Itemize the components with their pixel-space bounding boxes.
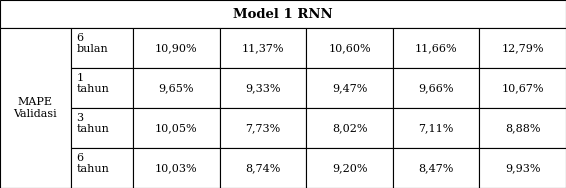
Text: 10,05%: 10,05%: [155, 123, 198, 133]
Bar: [306, 148, 393, 188]
Bar: [133, 148, 220, 188]
Bar: [306, 68, 393, 108]
Text: 7,11%: 7,11%: [418, 123, 454, 133]
Text: MAPE
Validasi: MAPE Validasi: [14, 97, 57, 119]
Bar: [479, 108, 566, 148]
Bar: [220, 68, 306, 108]
Bar: [133, 68, 220, 108]
Text: 9,20%: 9,20%: [332, 163, 367, 173]
Bar: [479, 28, 566, 68]
Text: 8,88%: 8,88%: [505, 123, 541, 133]
Bar: [306, 28, 393, 68]
Text: 6
bulan: 6 bulan: [76, 33, 108, 55]
Text: 6
tahun: 6 tahun: [76, 153, 109, 174]
Text: 9,93%: 9,93%: [505, 163, 541, 173]
Bar: [133, 108, 220, 148]
Bar: [479, 148, 566, 188]
Text: 12,79%: 12,79%: [501, 43, 544, 53]
Text: 7,73%: 7,73%: [245, 123, 281, 133]
Text: 1
tahun: 1 tahun: [76, 73, 109, 94]
Bar: [220, 148, 306, 188]
Bar: [0, 0, 566, 28]
Text: 9,47%: 9,47%: [332, 83, 367, 93]
Text: 11,37%: 11,37%: [242, 43, 284, 53]
Bar: [71, 148, 133, 188]
Bar: [306, 108, 393, 148]
Bar: [393, 108, 479, 148]
Text: Model 1 RNN: Model 1 RNN: [233, 8, 333, 21]
Bar: [220, 108, 306, 148]
Bar: [393, 68, 479, 108]
Text: 8,02%: 8,02%: [332, 123, 367, 133]
Text: 9,33%: 9,33%: [245, 83, 281, 93]
Bar: [71, 108, 133, 148]
Text: 10,03%: 10,03%: [155, 163, 198, 173]
Text: 11,66%: 11,66%: [415, 43, 457, 53]
Text: 10,60%: 10,60%: [328, 43, 371, 53]
Text: 10,90%: 10,90%: [155, 43, 198, 53]
Bar: [71, 28, 133, 68]
Bar: [71, 68, 133, 108]
Bar: [133, 28, 220, 68]
Bar: [393, 148, 479, 188]
Text: 10,67%: 10,67%: [501, 83, 544, 93]
Bar: [0, 28, 71, 188]
Bar: [393, 28, 479, 68]
Bar: [479, 68, 566, 108]
Text: 3
tahun: 3 tahun: [76, 113, 109, 134]
Text: 8,47%: 8,47%: [418, 163, 454, 173]
Bar: [220, 28, 306, 68]
Text: 9,66%: 9,66%: [418, 83, 454, 93]
Text: 9,65%: 9,65%: [158, 83, 194, 93]
Text: 8,74%: 8,74%: [245, 163, 281, 173]
